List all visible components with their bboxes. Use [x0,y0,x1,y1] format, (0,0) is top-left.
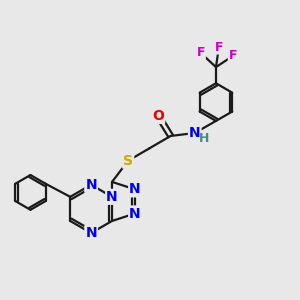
Text: N: N [85,178,97,192]
Text: F: F [215,40,223,54]
Text: N: N [129,182,141,197]
Text: N: N [85,226,97,240]
Text: S: S [123,154,133,168]
Text: N: N [129,206,141,220]
Text: F: F [229,50,237,62]
Text: F: F [196,46,205,59]
Text: N: N [106,190,118,204]
Text: O: O [152,109,164,123]
Text: N: N [189,126,201,140]
Text: H: H [199,132,209,145]
